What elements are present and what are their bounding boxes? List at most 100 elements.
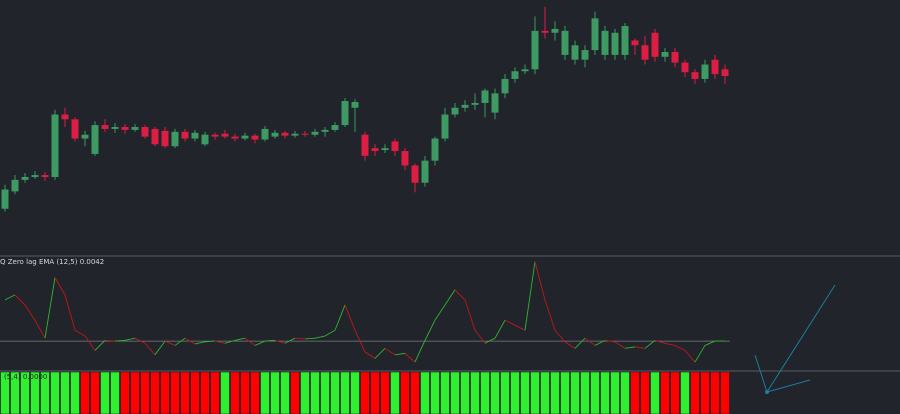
histogram-bar (100, 371, 110, 414)
histogram-bar (470, 371, 480, 414)
histogram-bar (380, 371, 390, 414)
indicator-segment (634, 346, 646, 349)
histogram-bar (570, 371, 580, 414)
indicator-segment (84, 335, 96, 351)
histogram-bar (250, 371, 260, 414)
histogram-bar (50, 371, 60, 414)
indicator-segment (494, 319, 506, 339)
candle-body (31, 175, 39, 177)
indicator-segment (454, 289, 466, 301)
histogram-bar (480, 371, 490, 414)
indicator-segment (224, 339, 236, 344)
candle-body (661, 52, 669, 57)
candle-body (641, 45, 649, 60)
indicator-segment (684, 350, 696, 363)
histogram-bar (210, 371, 220, 414)
indicator-segment (614, 341, 626, 349)
histogram-bar (130, 371, 140, 414)
histogram-bar (630, 371, 640, 414)
candle-body (361, 134, 369, 156)
candle-body (611, 32, 619, 55)
histogram-bar (120, 371, 130, 414)
indicator-segment (554, 329, 566, 343)
anchor-point (765, 390, 769, 394)
candle-body (321, 129, 329, 132)
histogram-bar (550, 371, 560, 414)
indicator-segment (64, 294, 76, 331)
indicator-segment (624, 346, 636, 349)
candle-body (701, 64, 709, 79)
indicator-segment (644, 340, 656, 349)
candle-body (621, 26, 629, 55)
candle-body (401, 151, 409, 166)
candle-body (541, 30, 549, 33)
histogram-bar (170, 371, 180, 414)
candle-body (41, 175, 49, 177)
indicator-segment (474, 329, 486, 344)
histogram-bar (70, 371, 80, 414)
indicator-segment (584, 337, 596, 346)
indicator-segment (324, 329, 336, 337)
histogram-bar (300, 371, 310, 414)
indicator-segment (384, 347, 396, 356)
indicator-segment (204, 340, 216, 343)
histogram-bar (520, 371, 530, 414)
indicator-label: (5,4) 0.0000 (4, 373, 47, 381)
candle-body (291, 133, 299, 136)
indicator-segment (74, 329, 86, 337)
indicator-segment (564, 341, 576, 349)
histogram-bar (510, 371, 520, 414)
histogram-bar (650, 371, 660, 414)
histogram-bar (390, 371, 400, 414)
candle-body (1, 189, 9, 209)
histogram-bar (430, 371, 440, 414)
indicator-segment (54, 277, 66, 296)
candle-body (521, 69, 529, 72)
candle-body (111, 127, 119, 129)
indicator-segment (104, 339, 116, 342)
histogram-bar (30, 371, 40, 414)
histogram-bar (350, 371, 360, 414)
candle-body (61, 114, 69, 120)
candle-body (431, 138, 439, 161)
indicator-segment (24, 304, 36, 321)
candle-body (421, 160, 429, 183)
candle-body (691, 72, 699, 79)
histogram-bar (340, 371, 350, 414)
histogram-bar (360, 371, 370, 414)
histogram-bar (500, 371, 510, 414)
indicator-segment (174, 337, 186, 346)
candle-body (601, 30, 609, 55)
histogram-bar (460, 371, 470, 414)
candle-body (131, 127, 139, 130)
candle-body (671, 52, 679, 63)
histogram-bar (530, 371, 540, 414)
histogram-bar (600, 371, 610, 414)
indicator-segment (284, 337, 296, 344)
histogram-bar (20, 371, 30, 414)
indicator-segment (214, 340, 226, 344)
histogram-bar (590, 371, 600, 414)
histogram-bar (330, 371, 340, 414)
indicator-segment (514, 324, 526, 331)
indicator-segment (344, 304, 356, 331)
candle-body (371, 148, 379, 152)
indicator-segment (574, 337, 586, 349)
indicator-segment (14, 294, 26, 306)
indicator-segment (314, 335, 326, 339)
candle-body (491, 93, 499, 113)
candle-body (551, 28, 559, 33)
candle-body (201, 134, 209, 145)
indicator-segment (434, 304, 446, 321)
indicator-segment (654, 339, 666, 344)
candle-body (301, 133, 309, 135)
indicator-segment (424, 319, 436, 341)
candle-body (251, 135, 259, 140)
indicator-segment (404, 353, 416, 363)
histogram-bar (710, 371, 720, 414)
indicator-segment (524, 261, 536, 331)
candle-body (121, 127, 129, 130)
candle-body (411, 165, 419, 183)
histogram-bar (560, 371, 570, 414)
